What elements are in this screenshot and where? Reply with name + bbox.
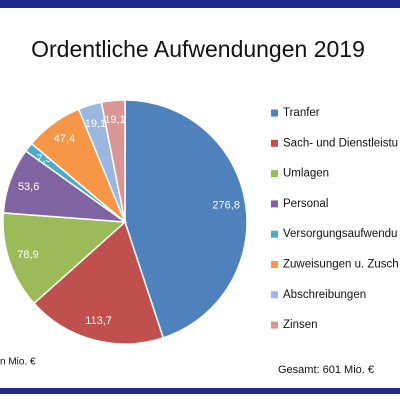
legend-label: Zinsen xyxy=(283,319,318,331)
data-label: 113,7 xyxy=(85,315,112,327)
frame-bottom xyxy=(0,388,400,394)
legend-swatch xyxy=(271,261,278,268)
total-note: Gesamt: 601 Mio. € xyxy=(278,364,374,376)
data-label: 19,1 xyxy=(85,118,106,130)
legend-label: Abschreibungen xyxy=(283,289,366,301)
legend-label: Zuweisungen u. Zusch xyxy=(283,259,399,271)
pie-slice xyxy=(33,220,165,345)
legend-swatch xyxy=(271,321,278,329)
data-label: 78,9 xyxy=(17,249,38,261)
legend-swatch xyxy=(271,170,278,178)
unit-note: n Mio. € xyxy=(0,357,36,368)
legend-swatch xyxy=(271,230,278,238)
legend-label: Umlagen xyxy=(283,168,329,180)
legend-swatch xyxy=(271,139,278,147)
legend-swatch xyxy=(271,291,278,299)
legend-label: Sach- und Dienstleistu xyxy=(283,137,398,149)
chart-title: Ordentliche Aufwendungen 2019 xyxy=(31,36,365,62)
pie-slice xyxy=(100,99,126,223)
pie-slice xyxy=(124,99,248,339)
legend-label: Personal xyxy=(283,198,328,210)
data-label: 47,4 xyxy=(54,133,75,145)
legend-label: Versorgungsaufwendu xyxy=(283,228,397,240)
legend-swatch xyxy=(271,200,278,208)
data-label: 19,1 xyxy=(104,114,125,126)
pie-slice xyxy=(2,212,127,305)
data-label: 53,6 xyxy=(18,181,39,193)
legend-swatch xyxy=(271,109,278,117)
data-label: 276,8 xyxy=(212,200,240,212)
legend-label: Tranfer xyxy=(283,107,320,119)
frame-top xyxy=(0,0,400,8)
